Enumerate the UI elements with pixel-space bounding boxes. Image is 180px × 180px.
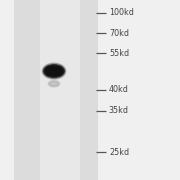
- Text: 70kd: 70kd: [109, 29, 129, 38]
- Text: 35kd: 35kd: [109, 106, 129, 115]
- Ellipse shape: [44, 65, 64, 78]
- Text: 100kd: 100kd: [109, 8, 134, 17]
- Ellipse shape: [48, 80, 60, 87]
- Text: 55kd: 55kd: [109, 49, 129, 58]
- Ellipse shape: [45, 66, 63, 76]
- Text: 40kd: 40kd: [109, 86, 129, 94]
- Ellipse shape: [49, 81, 59, 86]
- Ellipse shape: [46, 66, 62, 73]
- Bar: [14, 0, 98, 180]
- Ellipse shape: [46, 69, 62, 76]
- Text: 25kd: 25kd: [109, 148, 129, 157]
- Ellipse shape: [42, 63, 66, 79]
- Bar: [40, 0, 80, 180]
